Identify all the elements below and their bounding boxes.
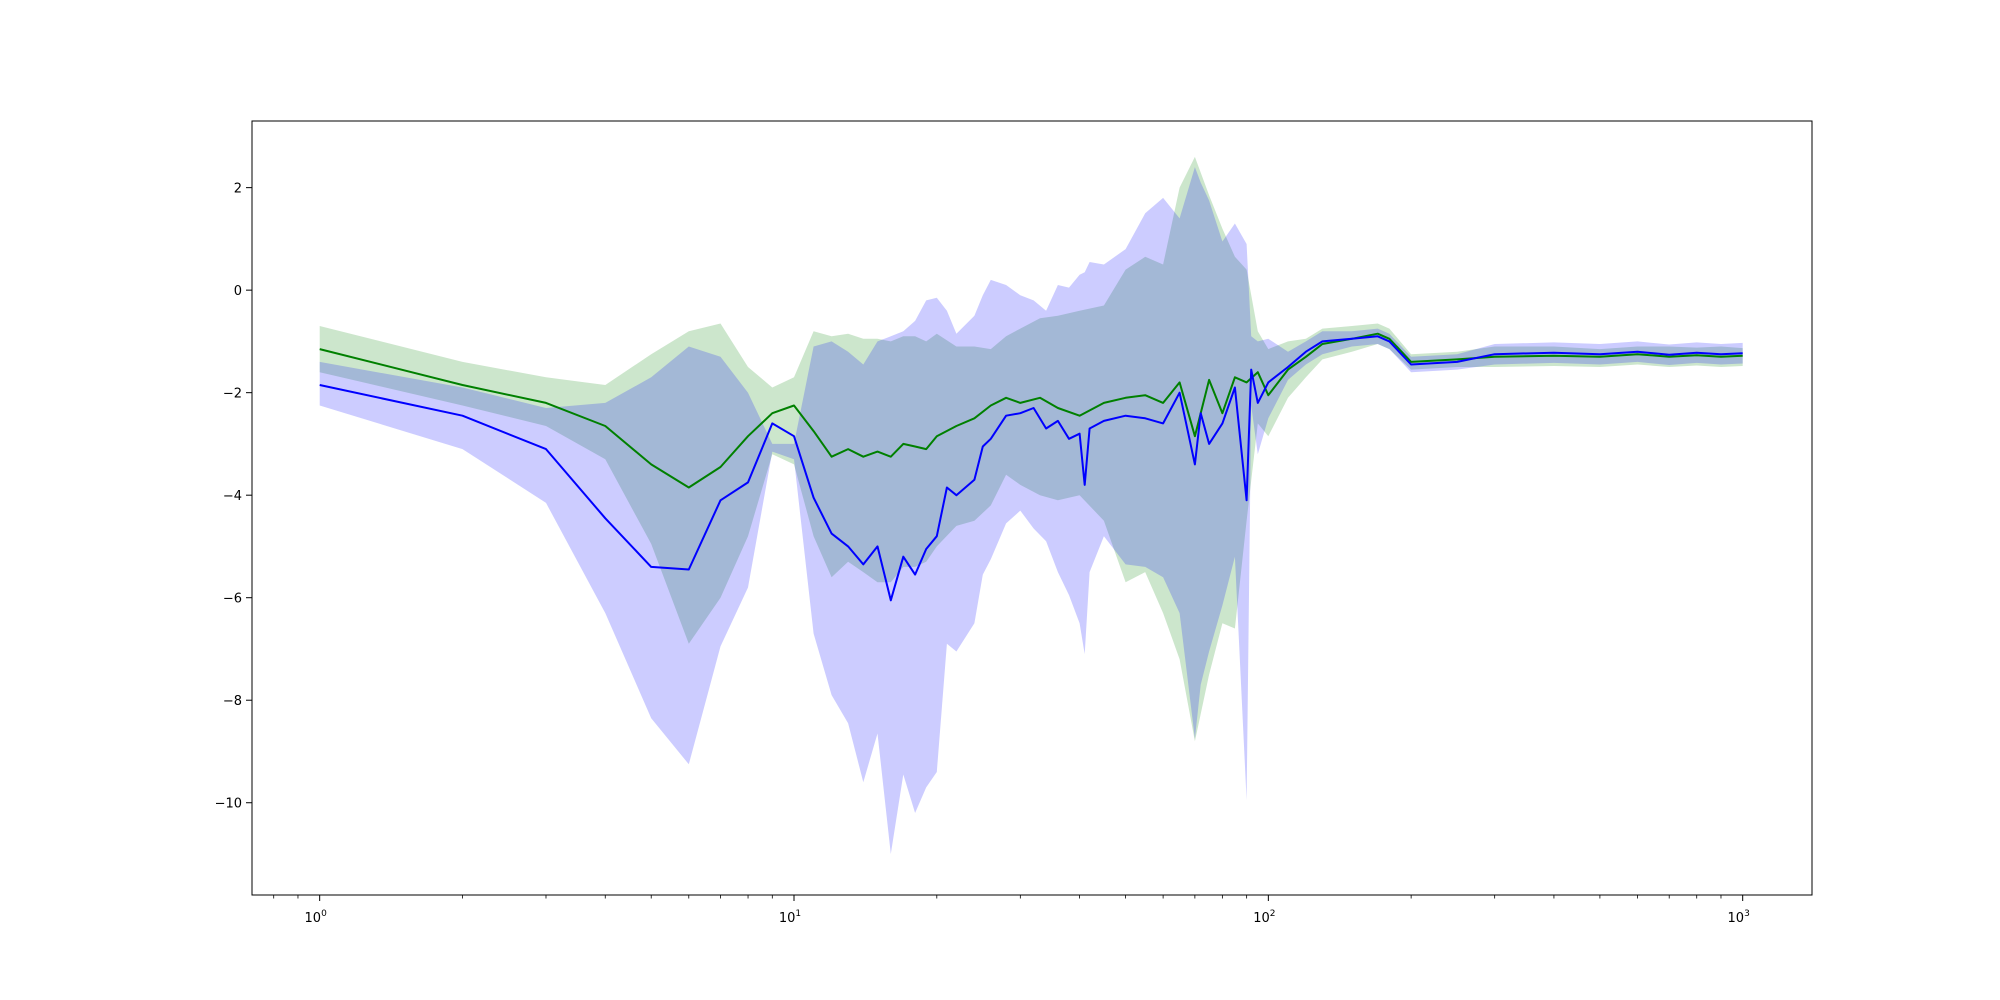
plot-frame: [251, 120, 1813, 896]
series-0-line: [319, 332, 1743, 489]
series-1-line: [319, 335, 1743, 602]
y-axis: 2 0 −2 −4 −6 −8 −10: [215, 182, 252, 812]
x-tick-label: 102: [1253, 909, 1275, 926]
series-0-band: [319, 156, 1743, 742]
y-tick-label: 2: [234, 182, 242, 197]
y-tick-label: −8: [223, 694, 242, 709]
y-tick-label: −10: [215, 797, 242, 812]
x-tick-label: 103: [1728, 909, 1750, 926]
series-lines: [319, 332, 1743, 602]
x-tick-label: 100: [305, 909, 328, 926]
x-tick-label: 101: [779, 909, 801, 926]
series-1-band: [319, 167, 1743, 855]
y-tick-label: −6: [223, 592, 242, 607]
x-axis: 100 101 102 103: [273, 895, 1750, 926]
y-tick-label: 0: [234, 284, 242, 299]
confidence-bands: [319, 156, 1743, 855]
y-tick-label: −2: [223, 387, 242, 402]
y-tick-label: −4: [223, 489, 242, 504]
